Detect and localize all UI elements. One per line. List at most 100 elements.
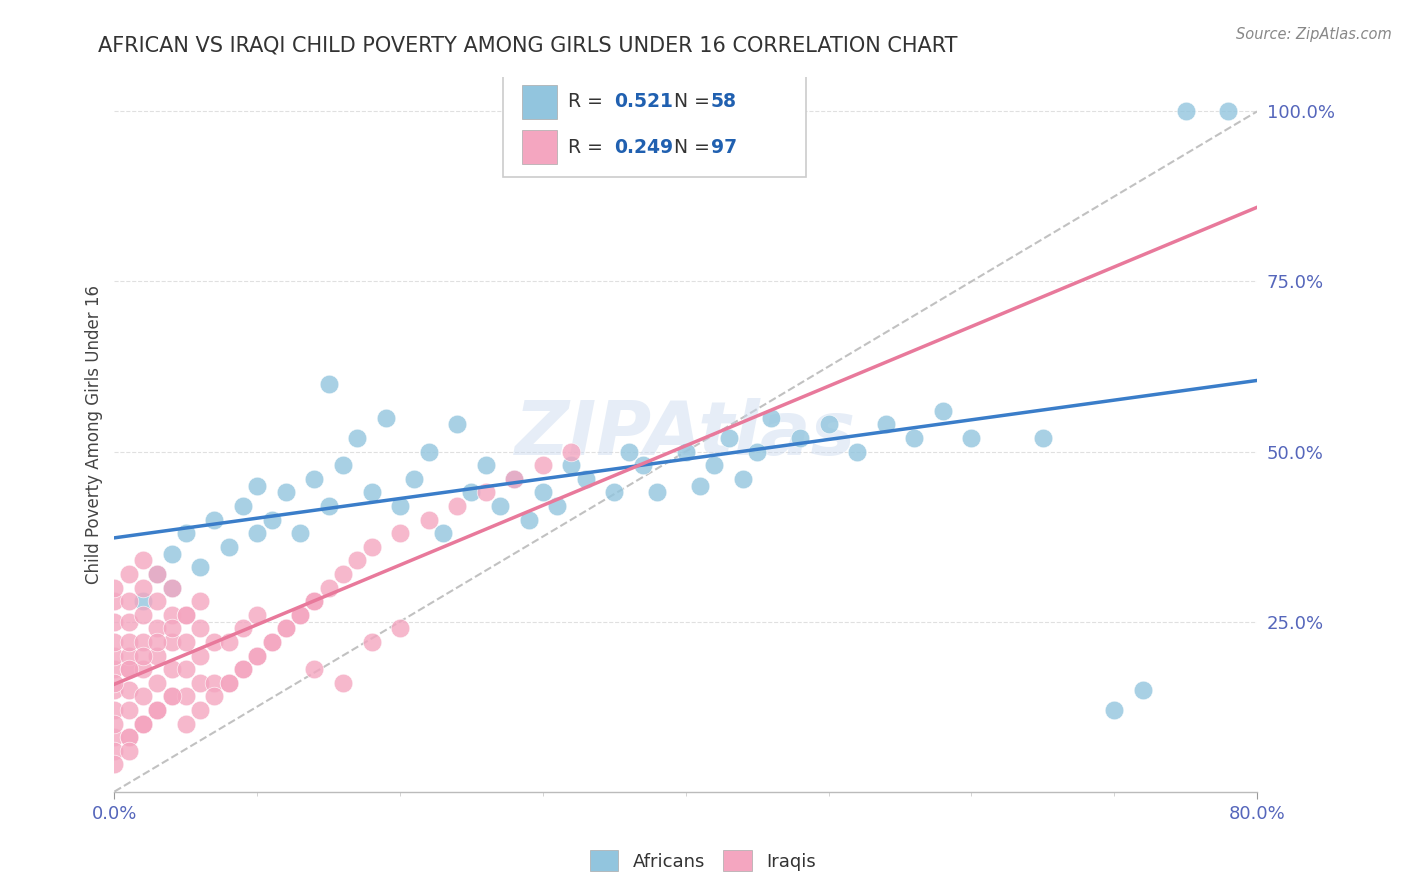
Point xyxy=(274,485,297,500)
Point xyxy=(188,675,211,690)
Point xyxy=(103,675,125,690)
Point xyxy=(474,458,496,472)
Point xyxy=(731,472,754,486)
Point xyxy=(132,635,155,649)
Point xyxy=(1032,431,1054,445)
Point xyxy=(118,730,141,744)
Point xyxy=(160,690,183,704)
Point xyxy=(1132,682,1154,697)
FancyBboxPatch shape xyxy=(522,85,557,119)
Point xyxy=(517,512,540,526)
Point xyxy=(817,417,839,432)
Point xyxy=(132,553,155,567)
Point xyxy=(304,472,326,486)
Point xyxy=(174,607,197,622)
Point xyxy=(103,682,125,697)
Point xyxy=(575,472,598,486)
Point xyxy=(118,730,141,744)
Point xyxy=(132,594,155,608)
Point xyxy=(246,478,269,492)
Point xyxy=(489,499,512,513)
Point xyxy=(1218,104,1240,119)
Point xyxy=(118,566,141,581)
Point xyxy=(118,703,141,717)
Point xyxy=(160,547,183,561)
Point xyxy=(218,635,240,649)
Point xyxy=(288,607,311,622)
Point xyxy=(160,607,183,622)
Point xyxy=(304,594,326,608)
Point xyxy=(103,744,125,758)
Text: N =: N = xyxy=(662,92,716,112)
Point xyxy=(260,635,283,649)
Point xyxy=(332,675,354,690)
Point xyxy=(146,594,169,608)
Point xyxy=(1102,703,1125,717)
Point xyxy=(202,675,225,690)
Point xyxy=(288,526,311,541)
Point xyxy=(202,512,225,526)
Point xyxy=(132,716,155,731)
Point xyxy=(118,744,141,758)
Point xyxy=(146,621,169,635)
Point xyxy=(146,675,169,690)
Point xyxy=(103,581,125,595)
Point xyxy=(617,444,640,458)
Point xyxy=(160,662,183,676)
Point xyxy=(1174,104,1197,119)
Point xyxy=(474,485,496,500)
Point xyxy=(188,648,211,663)
Text: AFRICAN VS IRAQI CHILD POVERTY AMONG GIRLS UNDER 16 CORRELATION CHART: AFRICAN VS IRAQI CHILD POVERTY AMONG GIR… xyxy=(98,36,957,55)
Point xyxy=(446,417,468,432)
Point xyxy=(118,594,141,608)
Point xyxy=(346,553,368,567)
Point xyxy=(103,615,125,629)
Point xyxy=(531,458,554,472)
Point xyxy=(232,662,254,676)
Point xyxy=(118,635,141,649)
Point xyxy=(717,431,740,445)
Point xyxy=(118,682,141,697)
Point xyxy=(374,410,396,425)
FancyBboxPatch shape xyxy=(503,74,806,178)
Point xyxy=(675,444,697,458)
Point xyxy=(146,635,169,649)
Point xyxy=(761,410,783,425)
Point xyxy=(218,540,240,554)
Point xyxy=(146,566,169,581)
Point xyxy=(246,648,269,663)
Point xyxy=(188,703,211,717)
Point xyxy=(503,472,526,486)
Point xyxy=(174,526,197,541)
Point xyxy=(232,499,254,513)
Point xyxy=(146,703,169,717)
Point xyxy=(645,485,668,500)
Text: R =: R = xyxy=(568,92,609,112)
Point xyxy=(132,662,155,676)
Point xyxy=(789,431,811,445)
Point xyxy=(418,512,440,526)
Point xyxy=(603,485,626,500)
Point xyxy=(174,662,197,676)
Point xyxy=(188,560,211,574)
Point xyxy=(460,485,482,500)
Point xyxy=(160,621,183,635)
Point xyxy=(560,444,582,458)
Point xyxy=(304,594,326,608)
Point xyxy=(346,431,368,445)
Point xyxy=(560,458,582,472)
Point xyxy=(132,716,155,731)
Text: R =: R = xyxy=(568,137,609,157)
Point xyxy=(103,648,125,663)
Point xyxy=(174,690,197,704)
Point xyxy=(260,512,283,526)
Point xyxy=(389,526,412,541)
Point xyxy=(747,444,769,458)
Point xyxy=(160,581,183,595)
Point xyxy=(174,607,197,622)
Point xyxy=(103,730,125,744)
Point xyxy=(188,594,211,608)
Point xyxy=(246,526,269,541)
Point xyxy=(446,499,468,513)
Point xyxy=(432,526,454,541)
